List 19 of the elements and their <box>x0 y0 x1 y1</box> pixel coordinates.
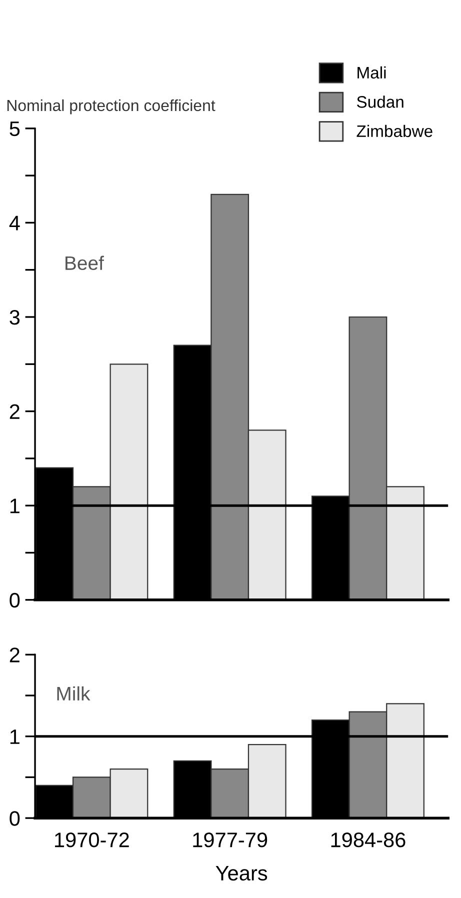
annotation: Beef <box>66 256 104 270</box>
x-tick-label: 1977-79 <box>193 832 268 848</box>
y-axis-title: Nominal protection coefficient <box>7 99 216 114</box>
y-tick-label: 0 <box>10 592 20 608</box>
y-tick-label: 0 <box>10 811 20 826</box>
legend-label: Mali <box>358 66 386 79</box>
y-tick-label: 5 <box>10 122 20 136</box>
y-tick-label: 1 <box>10 730 20 744</box>
x-axis-title: Years <box>216 866 268 881</box>
annotation: Milk <box>57 686 90 700</box>
x-tick-label: 1984-86 <box>331 832 406 848</box>
y-tick-label: 2 <box>10 404 20 419</box>
x-tick-label: 1970-72 <box>55 832 129 848</box>
y-tick-label: 1 <box>10 498 20 514</box>
y-tick-label: 3 <box>10 310 20 325</box>
legend-label: Sudan <box>356 96 404 108</box>
y-tick-label: 4 <box>9 216 20 230</box>
y-tick-label: 2 <box>10 648 20 662</box>
legend-label: Zimbabwe <box>356 124 432 138</box>
